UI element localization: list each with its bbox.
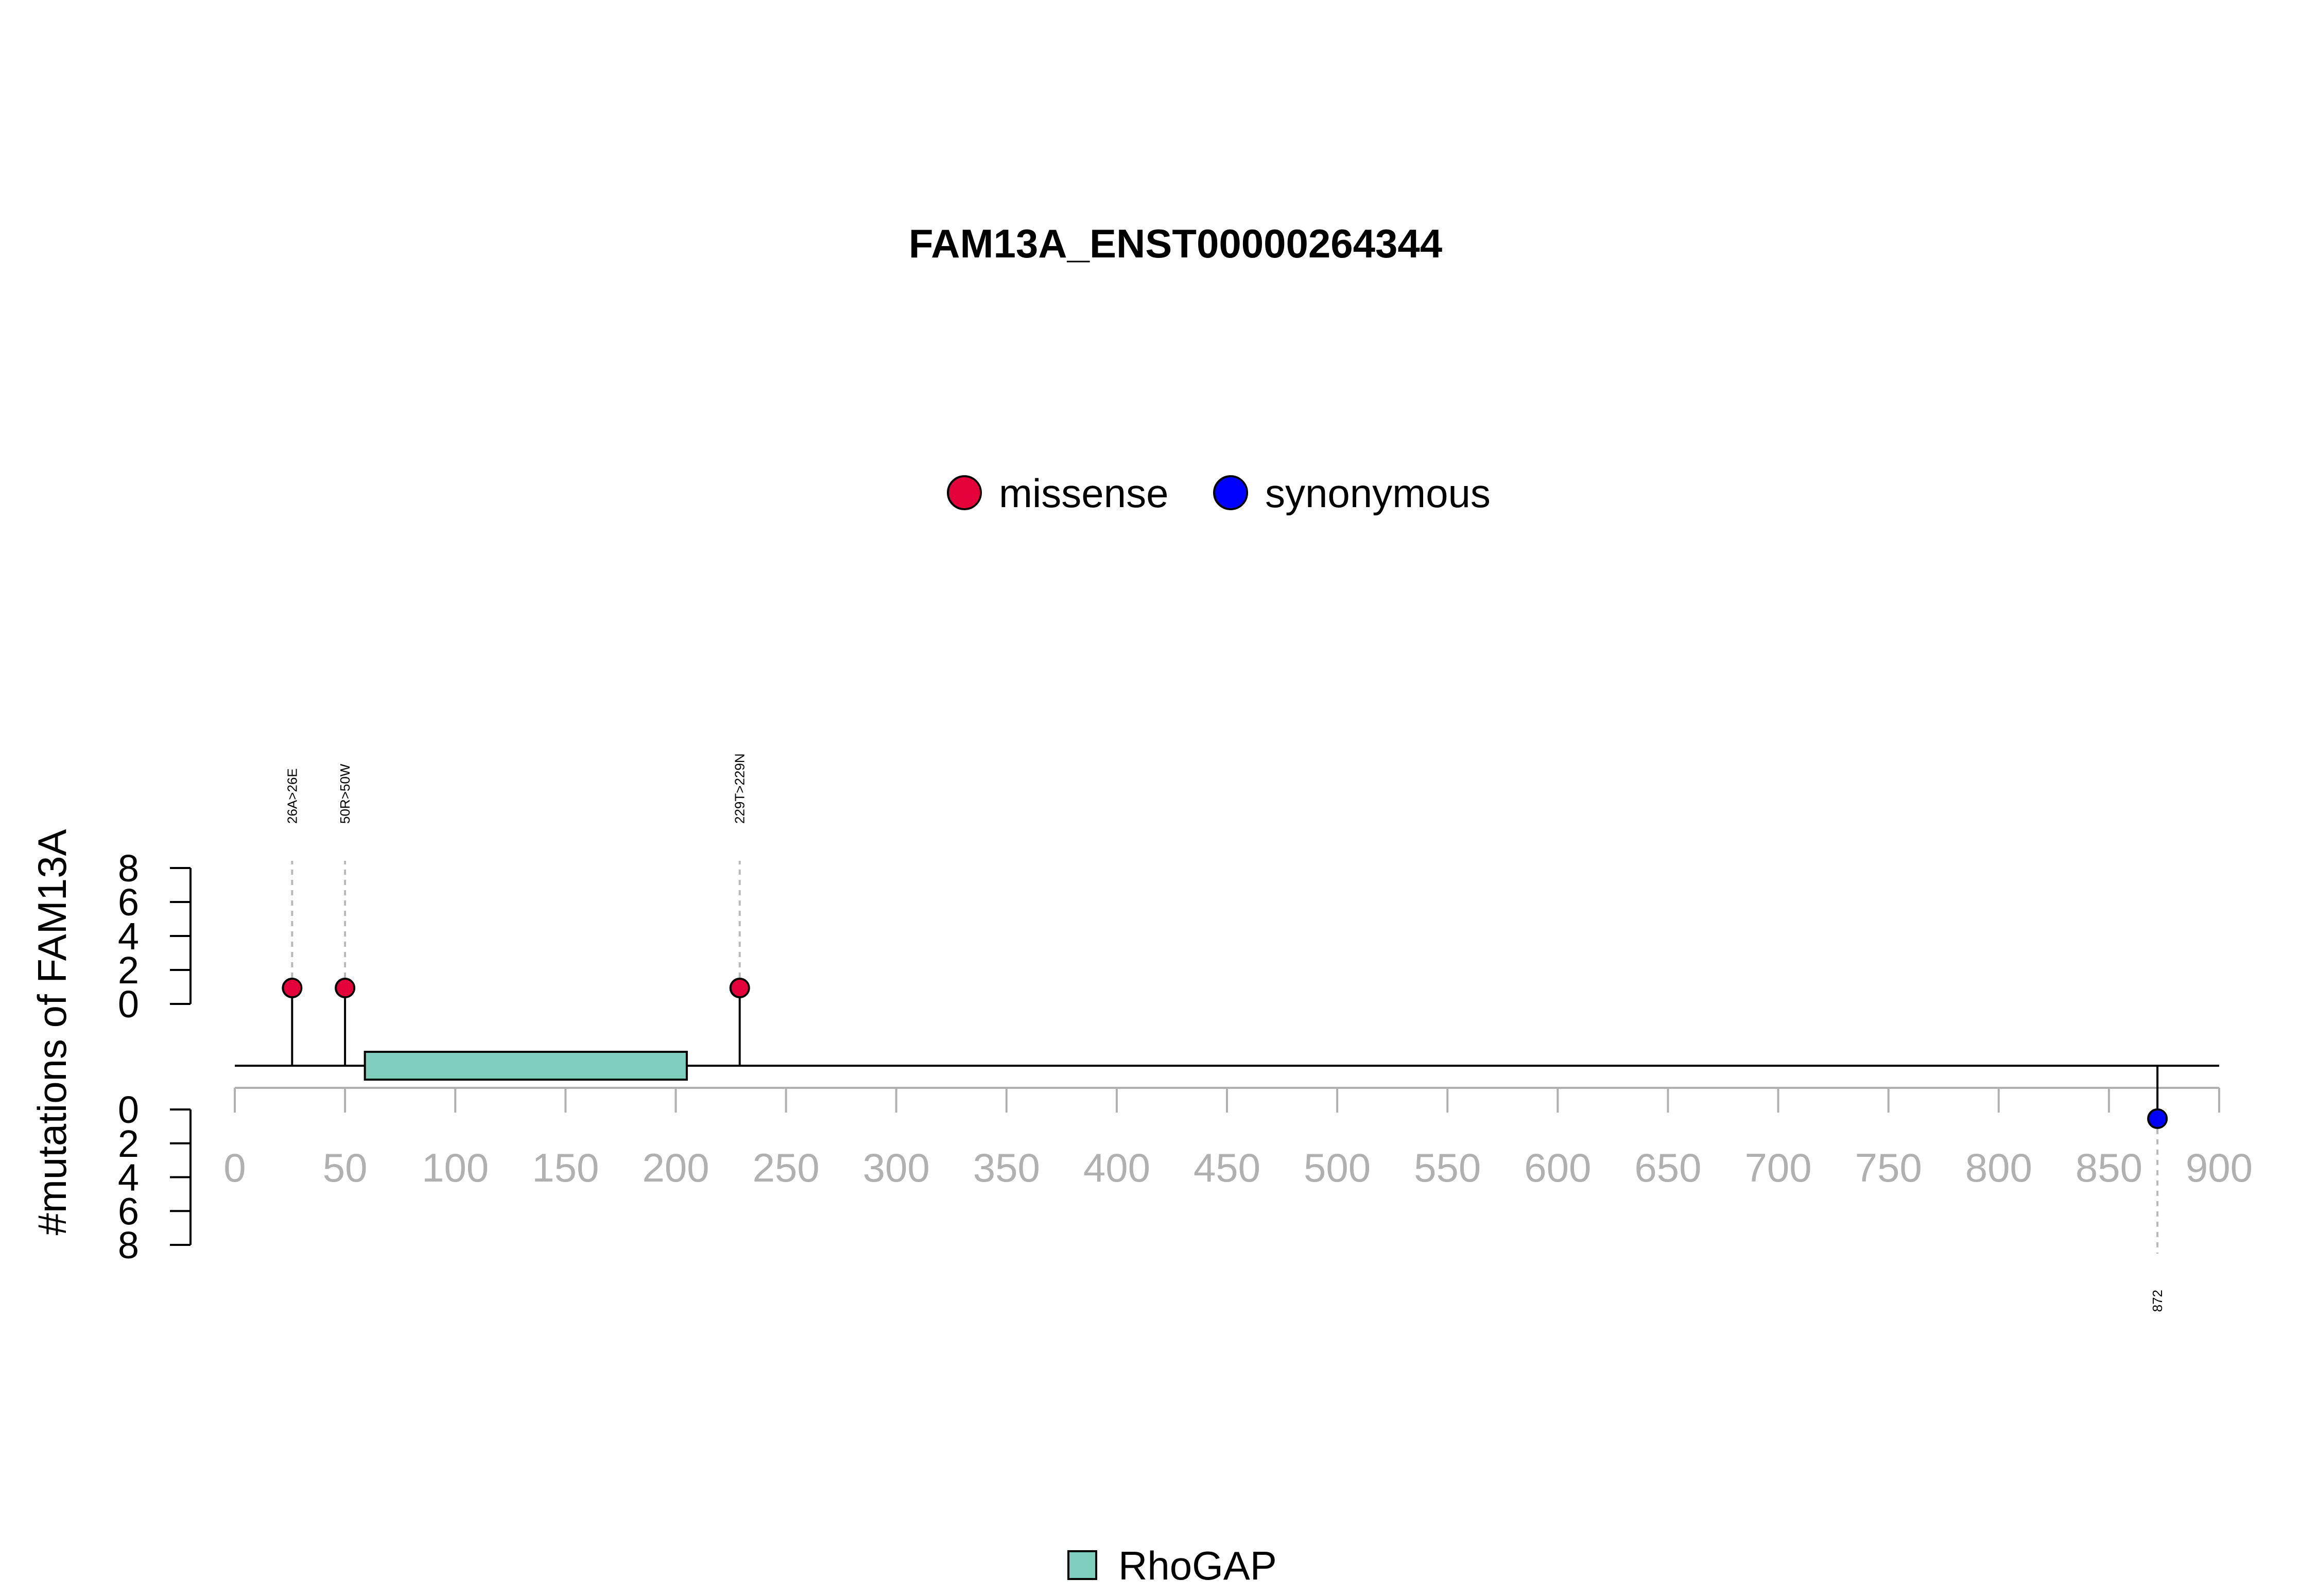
mutation-point-50R50W: [335, 978, 356, 998]
x-tick-label-100: 100: [422, 1145, 489, 1190]
y-tick-label-top-2: 2: [118, 949, 139, 992]
mutation-label-50R50W: 50R>50W: [337, 764, 353, 824]
x-tick-label-0: 0: [223, 1145, 246, 1190]
x-tick-label-500: 500: [1304, 1145, 1371, 1190]
y-tick-label-top-0: 0: [118, 983, 139, 1026]
mutation-point-872: [2147, 1108, 2168, 1129]
x-tick-label-750: 750: [1855, 1145, 1922, 1190]
y-axis-label: #mutations of FAM13A: [29, 829, 75, 1235]
legend: missense synonymous: [947, 471, 1491, 516]
x-tick-label-900: 900: [2186, 1145, 2253, 1190]
domain-legend: RhoGAP: [1067, 1543, 1277, 1588]
x-tick-label-550: 550: [1414, 1145, 1481, 1190]
mutation-point-229T229N: [729, 978, 750, 998]
x-tick-label-450: 450: [1194, 1145, 1260, 1190]
x-axis: 0 50 100 150 200 250 300 350 400 450 500 550 600 650 7…: [223, 1087, 2253, 1190]
mutation-label-872: 872: [2150, 1290, 2165, 1312]
legend-label-missense: missense: [999, 471, 1168, 516]
domain-RhoGAP: [364, 1051, 688, 1081]
x-tick-label-350: 350: [973, 1145, 1040, 1190]
x-tick-label-150: 150: [532, 1145, 599, 1190]
x-tick-label-850: 850: [2076, 1145, 2142, 1190]
y-tick-label-top-4: 4: [118, 915, 139, 958]
y-tick-label-top-6: 6: [118, 881, 139, 924]
y-tick-label-bottom-0: 0: [118, 1088, 139, 1131]
legend-marker-synonymous: [1213, 475, 1248, 510]
x-tick-label-300: 300: [863, 1145, 930, 1190]
x-tick-label-50: 50: [323, 1145, 368, 1190]
x-tick-label-700: 700: [1744, 1145, 1811, 1190]
x-tick-label-400: 400: [1083, 1145, 1150, 1190]
x-tick-label-600: 600: [1524, 1145, 1591, 1190]
mutation-label-26A26E: 26A>26E: [284, 768, 300, 824]
legend-label-synonymous: synonymous: [1265, 471, 1491, 516]
y-tick-label-bottom-8: 8: [118, 1224, 139, 1267]
domain-legend-label-RhoGAP: RhoGAP: [1118, 1543, 1277, 1588]
mutations: 26A>26E 50R>50W 229T>229N 872: [282, 753, 2168, 1312]
y-tick-label-top-8: 8: [118, 847, 139, 890]
x-tick-label-250: 250: [752, 1145, 819, 1190]
mutation-point-26A26E: [282, 978, 303, 998]
y-tick-label-bottom-2: 2: [118, 1122, 139, 1165]
domain-legend-swatch-RhoGAP: [1067, 1550, 1097, 1580]
y-tick-label-bottom-4: 4: [118, 1156, 139, 1199]
mutation-label-229T229N: 229T>229N: [732, 753, 748, 824]
legend-marker-missense: [947, 475, 982, 510]
x-tick-label-650: 650: [1634, 1145, 1701, 1190]
x-tick-label-800: 800: [1965, 1145, 2032, 1190]
x-tick-label-200: 200: [642, 1145, 709, 1190]
chart-title: FAM13A_ENST00000264344: [909, 221, 1442, 266]
domains: [364, 1051, 688, 1081]
y-tick-label-bottom-6: 6: [118, 1190, 139, 1233]
